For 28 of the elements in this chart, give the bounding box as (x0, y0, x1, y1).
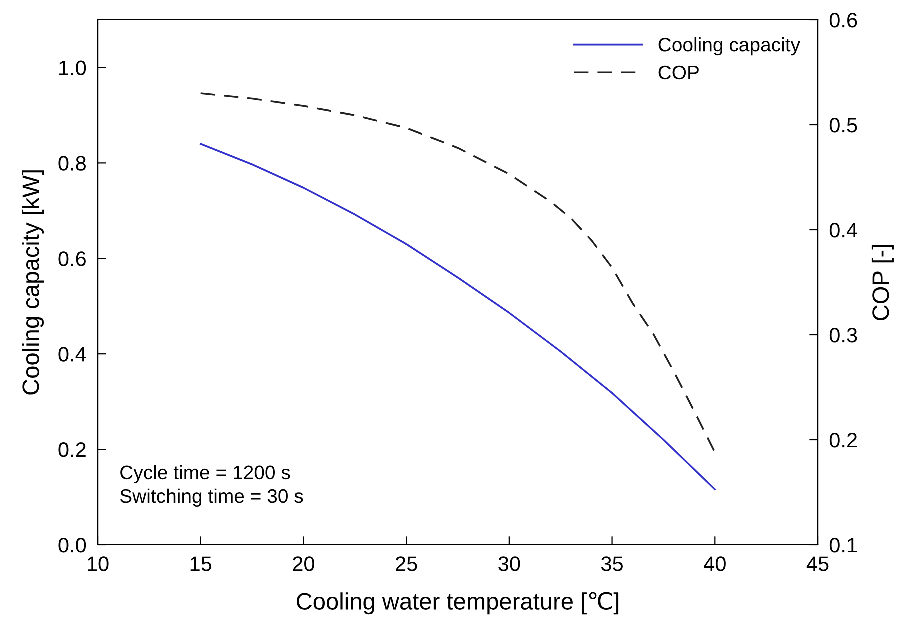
x-tick-label: 25 (396, 556, 418, 572)
y-axis-title: Cooling capacity [kW] (22, 170, 44, 395)
y2-tick-label: 0.3 (830, 328, 858, 343)
y-tick-label: 0.4 (58, 347, 86, 362)
annotation: Cycle time = 1200 s (120, 465, 290, 484)
y2-tick-label: 0.6 (830, 13, 858, 28)
y2-axis-title: COP [-] (872, 245, 894, 320)
y-tick-label: 0.2 (58, 442, 86, 458)
legend-label: Cooling capacity (658, 38, 800, 56)
x-tick-label: 10 (88, 556, 109, 572)
line-series (200, 92, 716, 454)
y-tick-label: 0.0 (58, 538, 86, 553)
x-tick-label: 15 (190, 556, 212, 572)
legend-label: COP (658, 66, 699, 80)
y2-tick-label: 0.1 (830, 538, 858, 553)
annotation: Switching time = 30 s (120, 488, 304, 508)
x-tick-label: 40 (704, 556, 726, 572)
x-tick-label: 45 (806, 556, 829, 572)
y2-tick-label: 0.4 (830, 223, 858, 238)
x-tick-label: 20 (293, 556, 314, 572)
y2-tick-label: 0.2 (830, 433, 858, 448)
y2-tick-label: 0.5 (830, 118, 858, 133)
y-tick-label: 1.0 (60, 60, 86, 76)
x-tick-label: 35 (601, 556, 623, 572)
x-axis-title: Cooling water temperature [℃] (297, 592, 619, 615)
y-tick-label: 0.6 (58, 252, 86, 266)
x-tick-label: 30 (498, 556, 520, 572)
y-tick-label: 0.8 (58, 156, 86, 171)
